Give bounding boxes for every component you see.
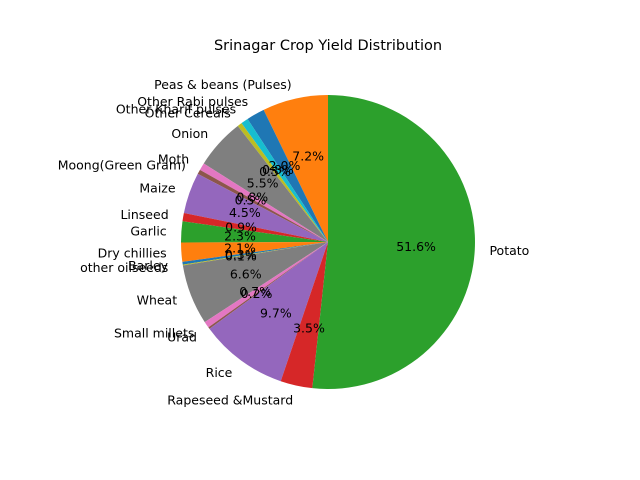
pie-slice-barley [182, 242, 328, 265]
chart-title: Srinagar Crop Yield Distribution [214, 38, 442, 54]
slice-label-garlic: Garlic [130, 223, 166, 238]
slice-percent-urad: 0.2% [241, 286, 273, 301]
pie-slice-moong-green-gram [197, 169, 328, 242]
slice-label-moong-green-gram: Moong(Green Gram) [58, 157, 186, 172]
slice-percent-linseed: 0.9% [225, 220, 257, 235]
slice-label-peas-beans-pulses: Peas & beans (Pulses) [154, 77, 292, 92]
slice-percent-moth: 0.8% [236, 189, 268, 204]
pie-slice-urad [208, 242, 328, 329]
pie-slice-other-rabi-pulses [247, 109, 328, 242]
pie-slice-other-kharif-pulses [241, 118, 328, 242]
slice-label-maize: Maize [139, 181, 175, 196]
slice-label-potato: Potato [489, 243, 529, 258]
slice-label-linseed: Linseed [120, 207, 168, 222]
pie-slice-rapeseed-mustard [280, 242, 328, 389]
pie-slice-dry-chillies [181, 242, 328, 262]
slice-percent-potato: 51.6% [396, 239, 436, 254]
slice-label-small-millets: Small millets [114, 326, 194, 341]
slice-label-moth: Moth [158, 152, 189, 167]
slice-label-wheat: Wheat [137, 293, 178, 308]
pie-slice-peas-beans-pulses [263, 95, 328, 242]
slice-percent-onion: 5.5% [247, 175, 279, 190]
slice-label-barley: Barley [128, 258, 169, 273]
pie-slice-onion [203, 125, 328, 242]
slice-percent-wheat: 6.6% [230, 266, 262, 281]
pie-slice-maize [183, 173, 328, 242]
slice-percent-garlic: 2.3% [224, 228, 256, 243]
slice-label-other-oilseeds: other oilseeds [80, 260, 168, 275]
slice-label-urad: Urad [167, 329, 197, 344]
pie-slice-moth [199, 163, 328, 242]
pie-percent-labels: 7.2%2.0%0.8%0.5%5.5%0.8%0.5%4.5%0.9%2.3%… [224, 149, 436, 336]
slice-label-other-rabi-pulses: Other Rabi pulses [137, 94, 248, 109]
slice-percent-small-millets: 0.7% [239, 284, 271, 299]
slice-percent-barley: 0.3% [225, 247, 257, 262]
pie-labels: Peas & beans (Pulses) Other Rabi pulsesOt… [58, 77, 530, 407]
pie-slice-small-millets [204, 242, 328, 328]
pie-slices [180, 95, 475, 389]
pie-slice-rice [209, 242, 328, 382]
slice-percent-maize: 4.5% [229, 205, 261, 220]
pie-slice-other-cereals [237, 123, 328, 242]
pie-slice-garlic [180, 221, 328, 243]
pie-slice-linseed [182, 213, 328, 242]
slice-label-dry-chillies: Dry chillies [98, 246, 167, 261]
pie-slice-other-oilseeds [182, 242, 328, 266]
slice-percent-other-rabi-pulses: 2.0% [269, 158, 301, 173]
slice-percent-rice: 9.7% [260, 306, 292, 321]
slice-percent-rapeseed-mustard: 3.5% [293, 321, 325, 336]
slice-percent-other-kharif-pulses: 0.8% [262, 162, 294, 177]
pie-slice-potato [312, 95, 475, 389]
slice-label-onion: Onion [171, 126, 208, 141]
slice-percent-dry-chillies: 2.1% [224, 241, 256, 256]
slice-percent-other-cereals: 0.5% [259, 164, 291, 179]
slice-label-rice: Rice [206, 365, 233, 380]
slice-percent-other-oilseeds: 0.1% [225, 248, 257, 263]
slice-label-other-kharif-pulses: Other Kharif pulses [116, 101, 236, 116]
slice-label-other-cereals: Other Cereals [145, 105, 231, 120]
slice-percent-peas-beans-pulses: 7.2% [292, 149, 324, 164]
slice-percent-moong-green-gram: 0.5% [235, 192, 267, 207]
pie-slice-wheat [182, 242, 328, 323]
slice-label-rapeseed-mustard: Rapeseed &Mustard [167, 392, 293, 407]
